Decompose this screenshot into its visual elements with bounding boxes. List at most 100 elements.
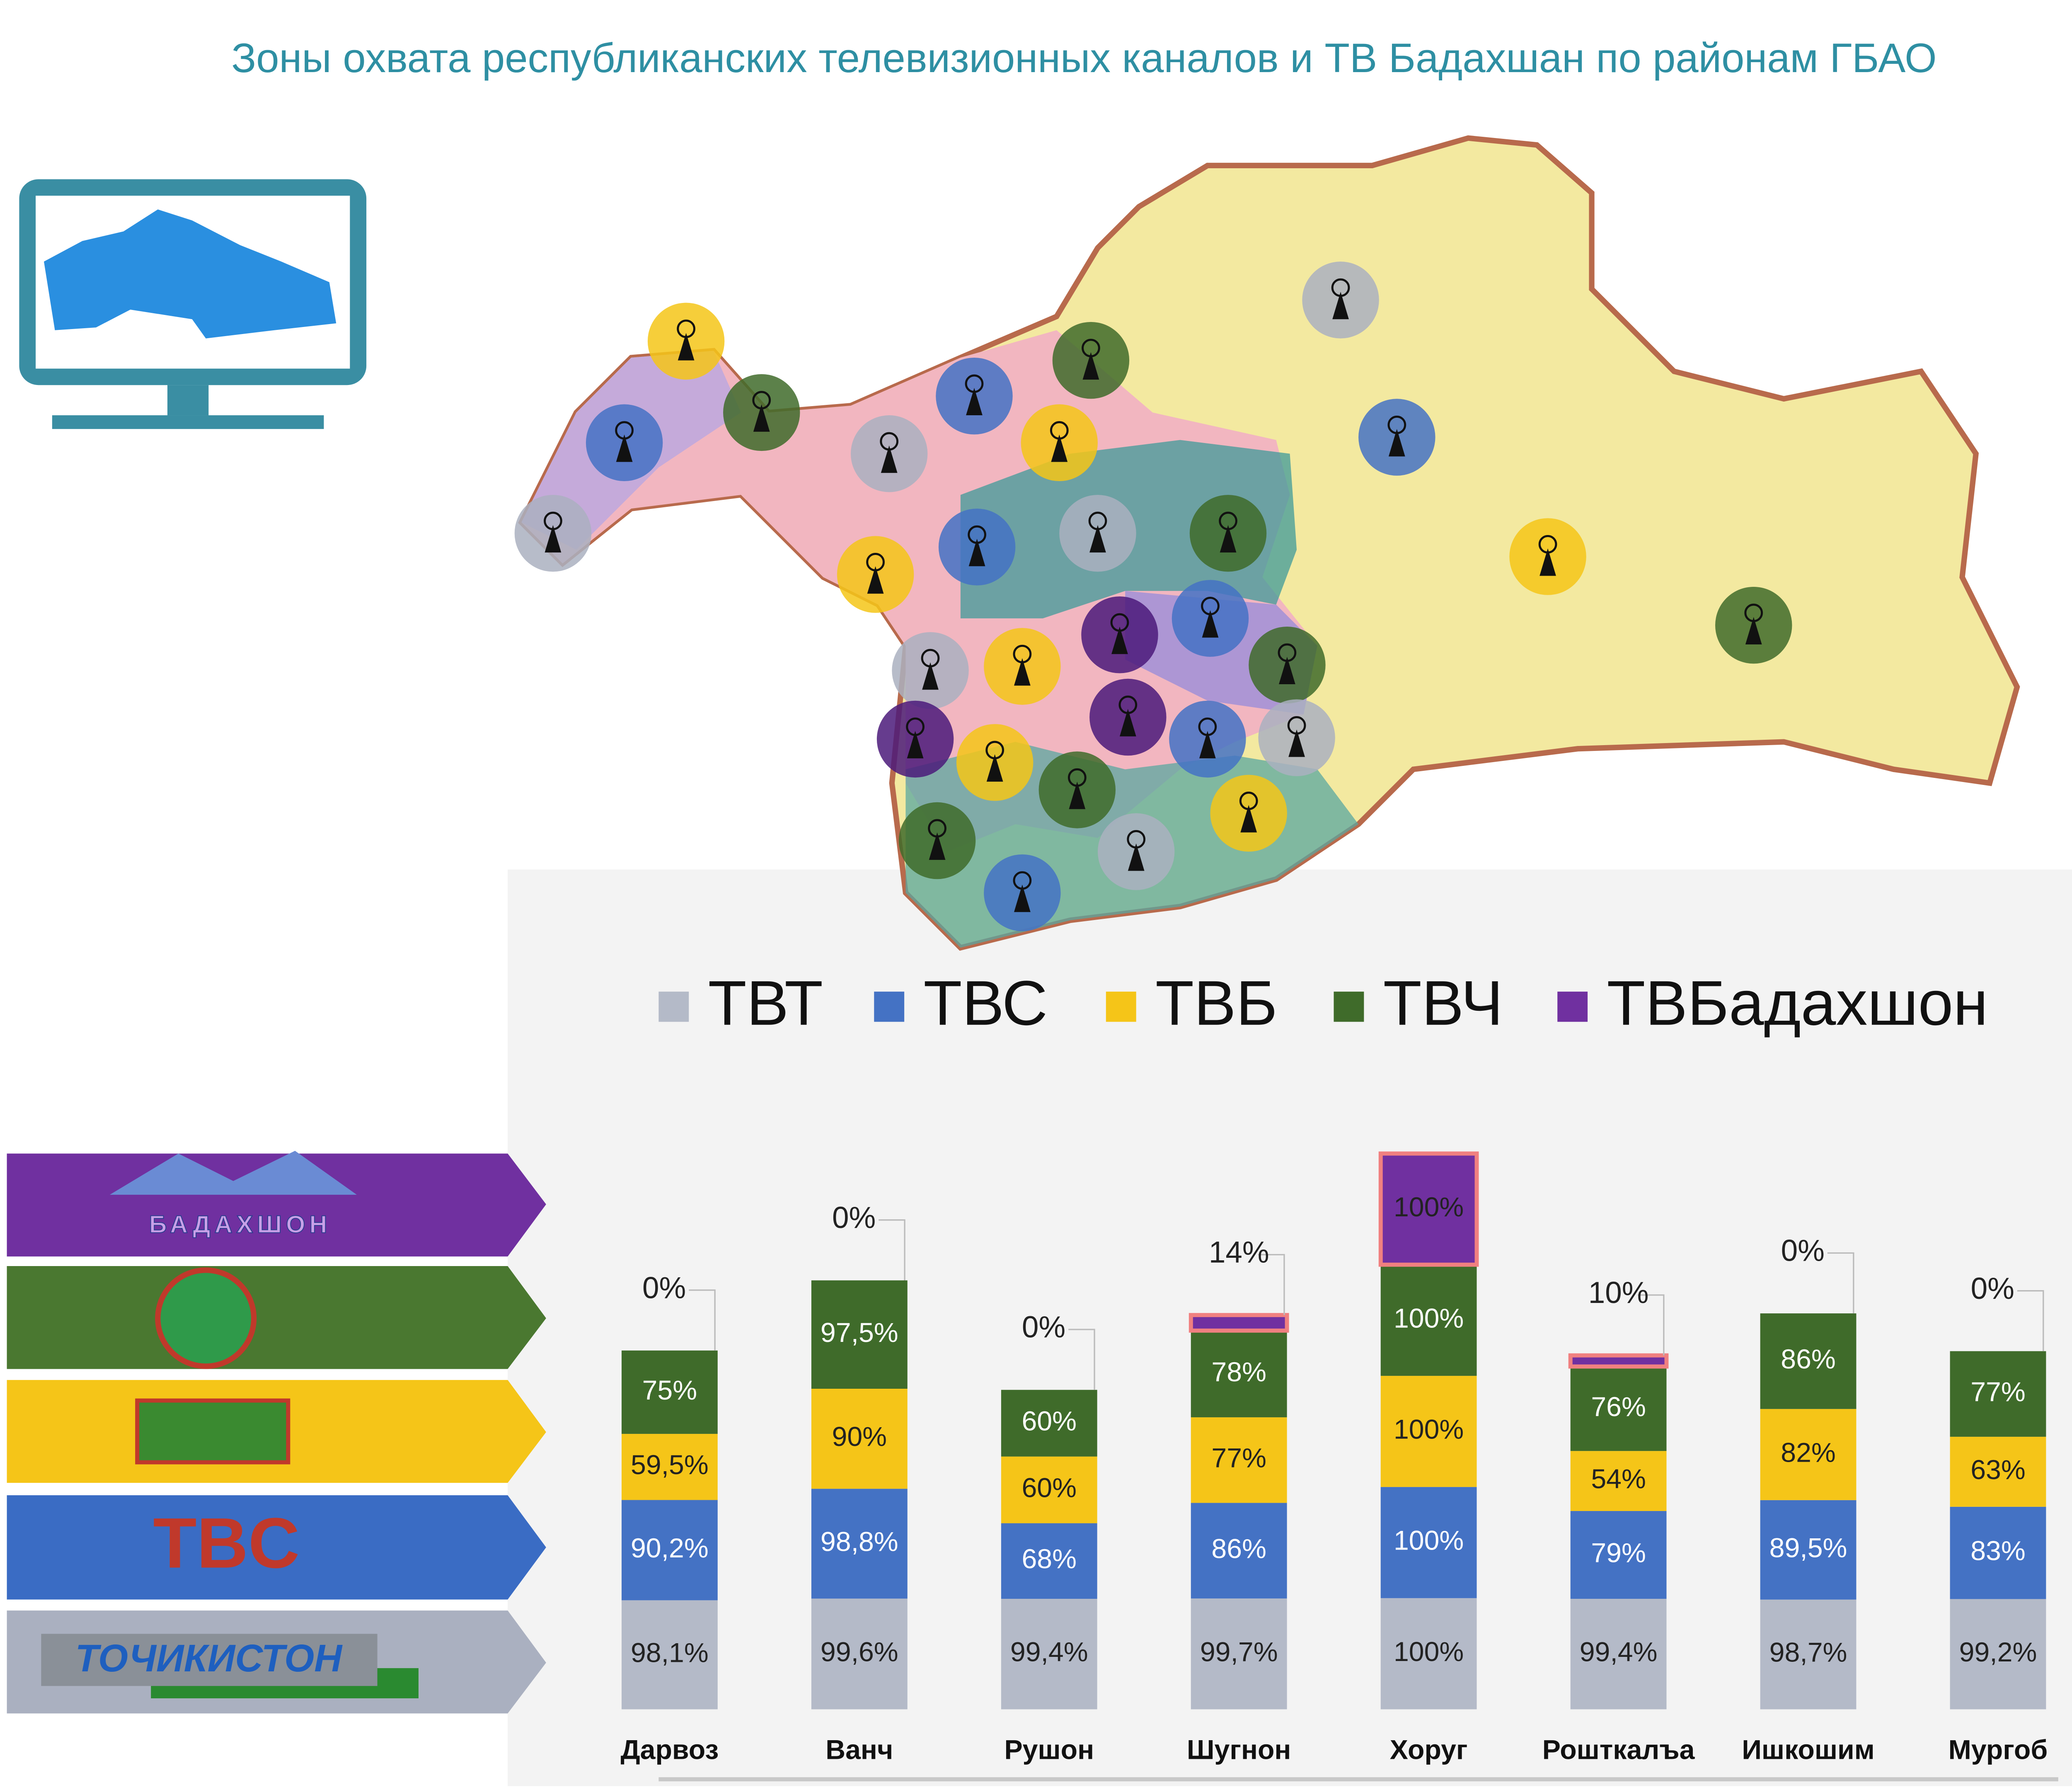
data-label: 89,5%: [1769, 1533, 1847, 1563]
antenna-icon: [906, 717, 925, 736]
data-label: 98,7%: [1769, 1637, 1847, 1668]
data-label: 100%: [1394, 1303, 1464, 1334]
antenna-icon: [753, 404, 770, 432]
antenna-icon: [678, 333, 695, 361]
x-tick-label: Ишкошим: [1742, 1735, 1874, 1765]
data-label: 100%: [1394, 1525, 1464, 1556]
bar-segment: [1568, 1353, 1669, 1369]
antenna-icon: [752, 391, 771, 409]
legend-swatch: [874, 991, 905, 1022]
data-label: 79%: [1591, 1538, 1646, 1568]
x-tick-label: Рушон: [1004, 1735, 1094, 1765]
bar-segment: [1950, 1351, 2046, 1437]
x-tick-label: Рошткалъа: [1542, 1735, 1695, 1765]
antenna-icon: [866, 552, 885, 571]
data-label: 98,1%: [631, 1637, 709, 1668]
bar-segment: [1950, 1506, 2046, 1599]
data-label: 99,7%: [1200, 1637, 1278, 1667]
antenna-icon: [880, 432, 899, 451]
data-label: 97,5%: [821, 1317, 898, 1348]
bar-segment: [1188, 1313, 1289, 1333]
bar-segment: [1001, 1390, 1097, 1457]
antenna-icon: [1199, 731, 1216, 758]
antenna-icon: [1111, 626, 1128, 654]
antenna-icon: [1013, 871, 1032, 890]
bar-segment: [621, 1500, 718, 1601]
bar-segment: [1950, 1436, 2046, 1507]
data-label: 77%: [1970, 1377, 2026, 1407]
bar-segment: [621, 1600, 718, 1710]
data-label: 90,2%: [631, 1533, 709, 1564]
antenna-icon: [968, 539, 985, 567]
map: [514, 135, 2020, 951]
legend-label: ТВТ: [708, 968, 823, 1039]
antenna-icon: [1202, 610, 1219, 638]
data-label: 90%: [832, 1421, 887, 1452]
x-tick-label: Хоруг: [1390, 1735, 1468, 1765]
legend-label: ТВЧ: [1383, 968, 1503, 1039]
antenna-icon: [677, 320, 695, 338]
antenna-icon: [1240, 805, 1257, 833]
bar-segment: [1001, 1456, 1097, 1523]
data-label: 0%: [642, 1271, 686, 1305]
antenna-icon: [1387, 415, 1406, 434]
leader-line: [1068, 1329, 1095, 1390]
bar-segment: [621, 1433, 718, 1500]
antenna-icon: [545, 525, 562, 553]
channel-logos: БАДАХШОН TBC ТОЧИКИСТОН: [7, 1150, 546, 1714]
data-label: 68%: [1021, 1544, 1077, 1574]
bar-segment: [1950, 1599, 2046, 1710]
antenna-icon: [1051, 434, 1068, 462]
antenna-icon: [966, 387, 983, 416]
data-label: 100%: [1394, 1637, 1464, 1667]
antenna-icon: [1014, 884, 1031, 912]
data-label: 0%: [832, 1201, 876, 1235]
logo-text: ТОЧИКИСТОН: [75, 1637, 343, 1680]
bar-segment: [1191, 1598, 1287, 1710]
antenna-icon: [1744, 603, 1763, 622]
data-label: 82%: [1781, 1437, 1836, 1468]
antenna-icon: [1239, 792, 1258, 810]
bar-segment: [1191, 1503, 1287, 1599]
data-label: 99,2%: [1959, 1637, 2037, 1668]
bar-segment: [811, 1489, 908, 1599]
data-label: 54%: [1591, 1464, 1646, 1494]
leader-line: [1827, 1252, 1854, 1314]
bar-segment: [1570, 1366, 1667, 1451]
bar-segment: [1191, 1417, 1287, 1503]
antenna-icon: [1118, 695, 1138, 714]
bar-segment: [1001, 1523, 1097, 1599]
data-label: 83%: [1970, 1536, 2026, 1567]
antenna-icon: [928, 819, 946, 838]
data-label: 86%: [1211, 1533, 1266, 1564]
antenna-icon: [1278, 643, 1297, 662]
bar-segment: [1760, 1313, 1857, 1409]
data-label: 98,8%: [821, 1526, 898, 1557]
bar-segment: [1191, 1330, 1287, 1417]
bar-segment: [1380, 1375, 1477, 1487]
antenna-icon: [1745, 617, 1762, 645]
data-label: 75%: [642, 1375, 697, 1406]
antenna-icon: [985, 741, 1004, 760]
legend-swatch: [1334, 991, 1364, 1022]
data-label: 60%: [1021, 1406, 1077, 1437]
bar-segment: [1760, 1409, 1857, 1500]
data-label: 99,4%: [1010, 1637, 1088, 1668]
data-label: 86%: [1781, 1344, 1836, 1375]
antenna-icon: [1538, 535, 1557, 554]
antenna-icon: [1067, 768, 1087, 787]
antenna-icon: [1014, 658, 1031, 686]
antenna-icon: [544, 511, 562, 530]
data-label: 100%: [1394, 1414, 1464, 1445]
antenna-icon: [1332, 292, 1349, 320]
bar-segment: [621, 1350, 718, 1434]
data-label: 99,6%: [821, 1637, 898, 1667]
leader-line: [689, 1289, 716, 1351]
logo-text: БАДАХШОН: [149, 1211, 332, 1238]
antenna-icon: [1219, 511, 1237, 530]
x-tick-label: Мургоб: [1949, 1735, 2048, 1765]
antenna-icon: [968, 525, 986, 544]
bar-segment: [1760, 1500, 1857, 1600]
antenna-icon: [1279, 656, 1295, 685]
